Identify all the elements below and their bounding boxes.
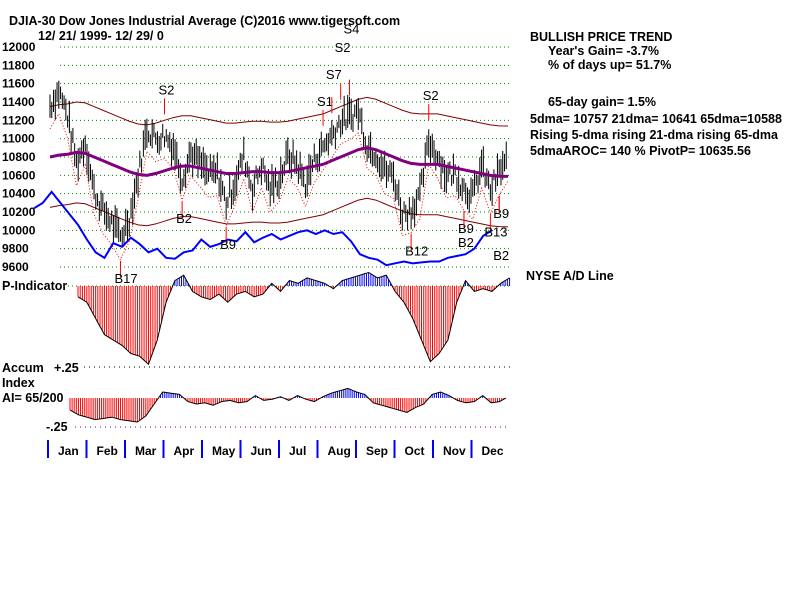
signal-b13: B13 (484, 224, 507, 239)
dma-values: 5dma= 10757 21dma= 10641 65dma=10588 (530, 112, 782, 126)
ma65-line (49, 146, 509, 178)
signal-s7: S7 (326, 67, 342, 82)
y-tick-label: 10200 (2, 205, 36, 219)
month-label-mar: Mar (135, 444, 157, 458)
y-tick-label: 11600 (2, 77, 35, 91)
p-indicator-line (77, 271, 510, 366)
month-label-feb: Feb (97, 444, 118, 458)
date-range: 12/ 21/ 1999- 12/ 29/ 0 (38, 29, 164, 43)
plus-25-label: +.25 (54, 361, 79, 375)
month-label-dec: Dec (482, 444, 504, 458)
y-tick-label: 10600 (2, 168, 36, 182)
signal-b9: B9 (458, 221, 474, 236)
y-tick-label: 11200 (2, 113, 35, 127)
days-up: % of days up= 51.7% (548, 58, 672, 72)
minus-25-label: -.25 (46, 420, 68, 434)
y-tick-label: 9600 (2, 260, 29, 274)
signal-s2: S2 (423, 88, 439, 103)
ad-line-label: NYSE A/D Line (526, 269, 614, 283)
signal-b2: B2 (176, 211, 192, 226)
month-label-jan: Jan (58, 444, 79, 458)
month-label-jun: Jun (251, 444, 272, 458)
aroc-pivot: 5dmaAROC= 140 % PivotP= 10635.56 (530, 144, 751, 158)
signal-s1: S1 (317, 94, 333, 109)
signal-b17: B17 (114, 271, 137, 286)
accum-line (69, 387, 507, 423)
y-tick-label: 11400 (2, 95, 35, 109)
upper-band (49, 96, 509, 127)
ad-line (33, 190, 493, 267)
y-tick-label: 12000 (2, 40, 36, 54)
ai-label: AI= 65/200 (2, 391, 64, 405)
signal-s2: S2 (335, 40, 351, 55)
month-label-aug: Aug (328, 444, 351, 458)
index-label: Index (2, 376, 35, 390)
y-tick-label: 9800 (2, 242, 29, 256)
signal-b12: B12 (405, 243, 428, 258)
chart-title: DJIA-30 Dow Jones Industrial Average (C)… (9, 14, 401, 28)
y-tick-label: 11800 (2, 58, 35, 72)
gain-65: 65-day gain= 1.5% (548, 95, 657, 109)
signal-b2: B2 (458, 235, 474, 250)
lower-band (49, 197, 509, 228)
signal-b9: B9 (220, 237, 236, 252)
y-tick-label: 10400 (2, 187, 36, 201)
y-tick-label: 10800 (2, 150, 36, 164)
month-label-sep: Sep (366, 444, 388, 458)
p-indicator-label: P-Indicator (2, 279, 68, 293)
month-label-nov: Nov (443, 444, 466, 458)
y-tick-label: 11000 (2, 132, 35, 146)
signal-b2: B2 (493, 248, 509, 263)
y-tick-label: 10000 (2, 223, 36, 237)
month-label-apr: Apr (174, 444, 195, 458)
signal-s4: S4 (343, 22, 359, 37)
month-label-may: May (212, 444, 236, 458)
trend-label: BULLISH PRICE TREND (530, 30, 673, 44)
years-gain: Year's Gain= -3.7% (548, 44, 660, 58)
month-label-oct: Oct (405, 444, 425, 458)
signal-b9: B9 (493, 206, 509, 221)
month-label-jul: Jul (289, 444, 306, 458)
accum-label: Accum (2, 361, 44, 375)
signal-s2: S2 (159, 82, 175, 97)
dma-rising: Rising 5-dma rising 21-dma rising 65-dma (530, 128, 778, 142)
